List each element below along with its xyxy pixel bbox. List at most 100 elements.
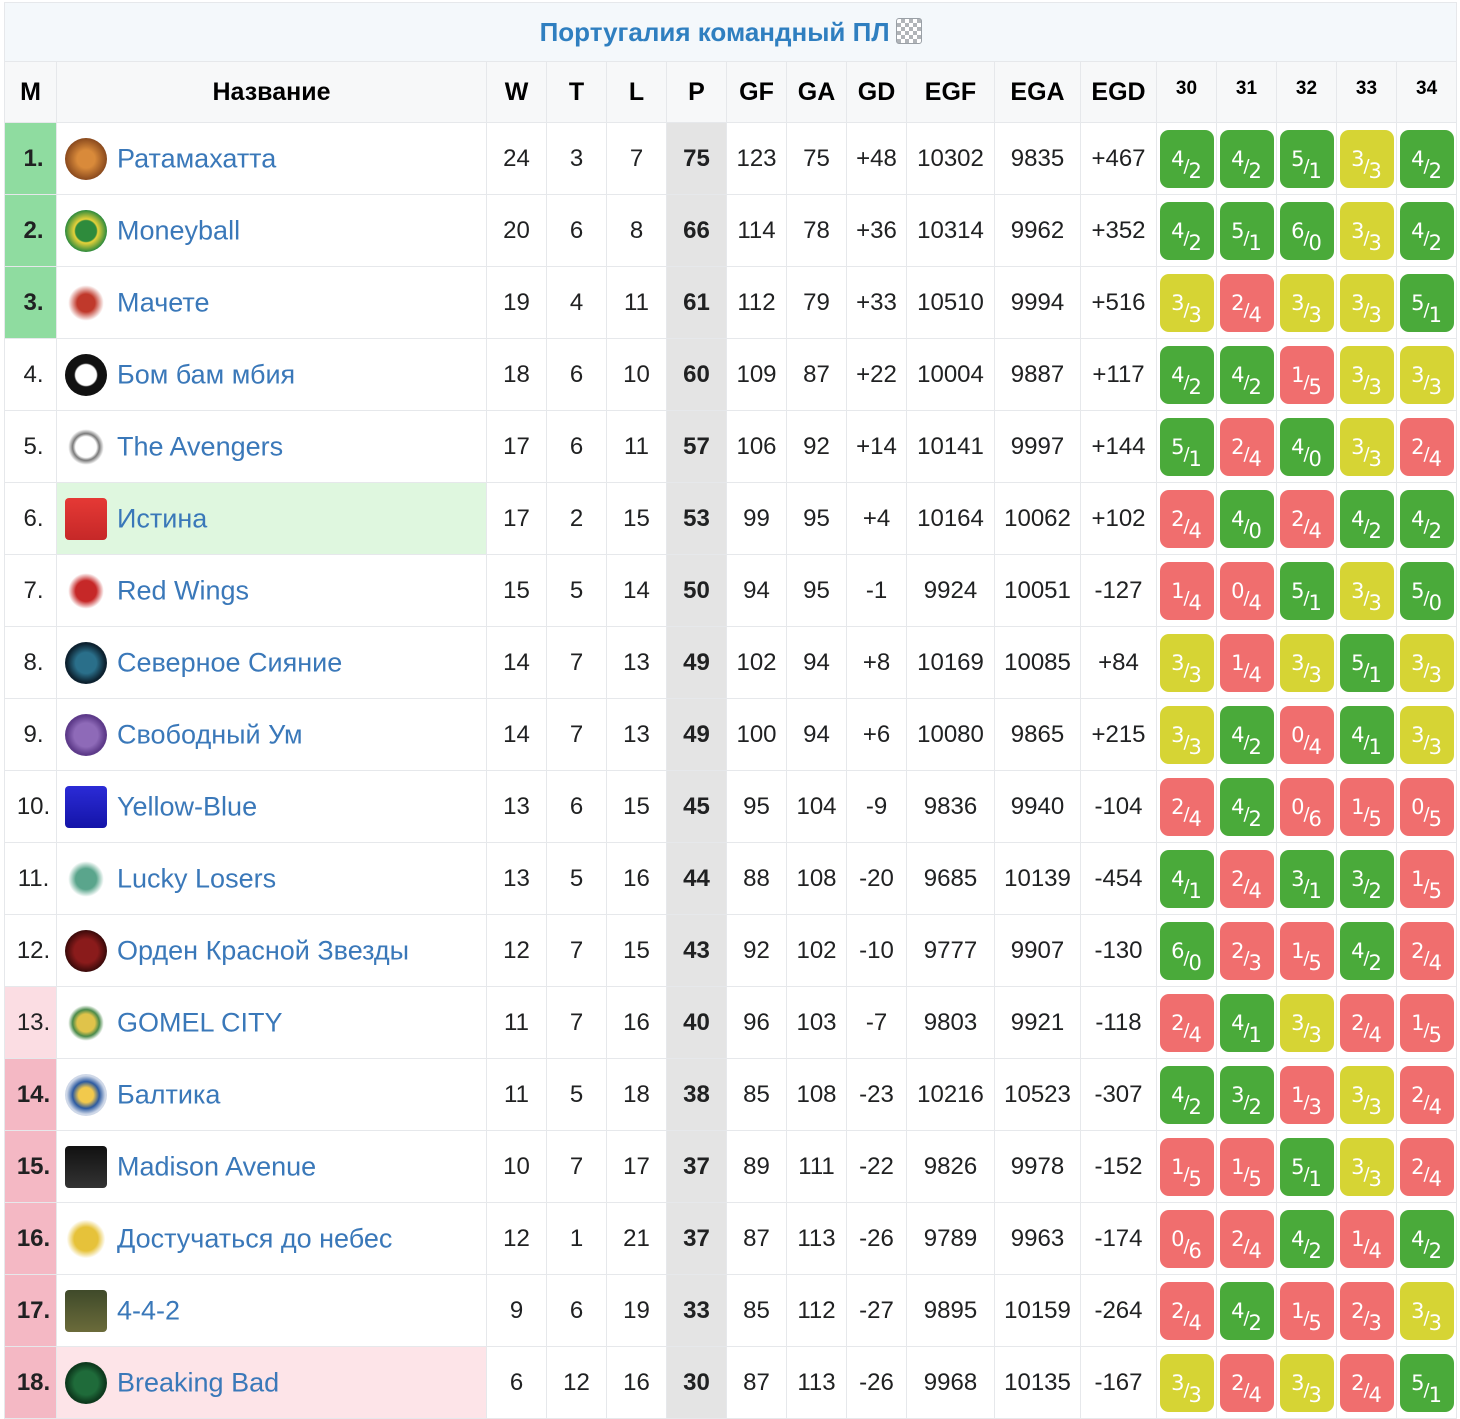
team-link[interactable]: 4-4-2 bbox=[117, 1295, 181, 1325]
bom-bam-mbiya-logo[interactable] bbox=[65, 353, 107, 396]
match-result-badge[interactable]: 5/1 bbox=[1399, 1353, 1454, 1412]
match-result-badge[interactable]: 1/5 bbox=[1279, 1281, 1334, 1340]
team-link[interactable]: Северное Сияние bbox=[117, 647, 343, 677]
team-link[interactable]: Свободный Ум bbox=[117, 719, 303, 749]
match-result-badge[interactable]: 0/6 bbox=[1279, 777, 1334, 836]
match-result-badge[interactable]: 1/5 bbox=[1159, 1137, 1214, 1196]
match-result-badge[interactable]: 4/2 bbox=[1279, 1209, 1334, 1268]
match-result-badge[interactable]: 1/4 bbox=[1219, 633, 1274, 692]
match-result-badge[interactable]: 4/1 bbox=[1219, 993, 1274, 1052]
team-link[interactable]: Орден Красной Звезды bbox=[117, 935, 410, 965]
match-result-badge[interactable]: 0/4 bbox=[1219, 561, 1274, 620]
match-result-badge[interactable]: 2/4 bbox=[1219, 417, 1274, 476]
match-result-badge[interactable]: 3/3 bbox=[1159, 705, 1214, 764]
team-link[interactable]: Moneyball bbox=[117, 215, 241, 245]
match-result-badge[interactable]: 3/3 bbox=[1159, 1353, 1214, 1412]
match-result-badge[interactable]: 2/4 bbox=[1159, 489, 1214, 548]
match-result-badge[interactable]: 4/2 bbox=[1219, 705, 1274, 764]
match-result-badge[interactable]: 2/3 bbox=[1339, 1281, 1394, 1340]
match-result-badge[interactable]: 4/0 bbox=[1279, 417, 1334, 476]
match-result-badge[interactable]: 3/3 bbox=[1339, 201, 1394, 260]
match-result-badge[interactable]: 1/3 bbox=[1279, 1065, 1334, 1124]
match-result-badge[interactable]: 4/2 bbox=[1399, 489, 1454, 548]
match-result-badge[interactable]: 4/2 bbox=[1219, 1281, 1274, 1340]
team-link[interactable]: Madison Avenue bbox=[117, 1151, 317, 1181]
match-result-badge[interactable]: 5/1 bbox=[1159, 417, 1214, 476]
match-result-badge[interactable]: 5/1 bbox=[1279, 129, 1334, 188]
match-result-badge[interactable]: 4/1 bbox=[1339, 705, 1394, 764]
orden-krasnoy-zvezdy-logo[interactable] bbox=[65, 929, 107, 972]
match-result-badge[interactable]: 2/4 bbox=[1399, 417, 1454, 476]
match-result-badge[interactable]: 3/3 bbox=[1159, 633, 1214, 692]
match-result-badge[interactable]: 3/3 bbox=[1279, 993, 1334, 1052]
match-result-badge[interactable]: 3/3 bbox=[1339, 273, 1394, 332]
team-link[interactable]: Lucky Losers bbox=[117, 863, 277, 893]
severnoe-siyanie-logo[interactable] bbox=[65, 641, 107, 684]
match-result-badge[interactable]: 3/3 bbox=[1339, 417, 1394, 476]
match-result-badge[interactable]: 1/5 bbox=[1399, 849, 1454, 908]
match-result-badge[interactable]: 5/1 bbox=[1399, 273, 1454, 332]
match-result-badge[interactable]: 1/4 bbox=[1159, 561, 1214, 620]
match-result-badge[interactable]: 2/4 bbox=[1399, 921, 1454, 980]
yellow-blue-logo[interactable] bbox=[65, 785, 107, 828]
match-result-badge[interactable]: 1/5 bbox=[1399, 993, 1454, 1052]
match-result-badge[interactable]: 3/2 bbox=[1339, 849, 1394, 908]
match-result-badge[interactable]: 0/4 bbox=[1279, 705, 1334, 764]
match-result-badge[interactable]: 6/0 bbox=[1159, 921, 1214, 980]
team-link[interactable]: Red Wings bbox=[117, 575, 250, 605]
match-result-badge[interactable]: 2/4 bbox=[1159, 1281, 1214, 1340]
match-result-badge[interactable]: 5/1 bbox=[1339, 633, 1394, 692]
match-result-badge[interactable]: 1/5 bbox=[1339, 777, 1394, 836]
match-result-badge[interactable]: 3/3 bbox=[1339, 1137, 1394, 1196]
match-result-badge[interactable]: 4/2 bbox=[1399, 1209, 1454, 1268]
match-result-badge[interactable]: 1/5 bbox=[1279, 345, 1334, 404]
match-result-badge[interactable]: 2/4 bbox=[1399, 1137, 1454, 1196]
match-result-badge[interactable]: 4/2 bbox=[1159, 1065, 1214, 1124]
svobodny-um-logo[interactable] bbox=[65, 713, 107, 756]
match-result-badge[interactable]: 2/4 bbox=[1219, 273, 1274, 332]
match-result-badge[interactable]: 4/2 bbox=[1219, 345, 1274, 404]
match-result-badge[interactable]: 0/6 bbox=[1159, 1209, 1214, 1268]
team-link[interactable]: Достучаться до небес bbox=[117, 1223, 393, 1253]
match-result-badge[interactable]: 3/3 bbox=[1279, 1353, 1334, 1412]
gomel-city-logo[interactable] bbox=[65, 1001, 107, 1044]
match-result-badge[interactable]: 3/3 bbox=[1279, 273, 1334, 332]
match-result-badge[interactable]: 0/5 bbox=[1399, 777, 1454, 836]
match-result-badge[interactable]: 3/3 bbox=[1339, 1065, 1394, 1124]
match-result-badge[interactable]: 2/4 bbox=[1219, 1209, 1274, 1268]
match-result-badge[interactable]: 2/4 bbox=[1159, 993, 1214, 1052]
ratamahatta-logo[interactable] bbox=[65, 137, 107, 180]
match-result-badge[interactable]: 4/2 bbox=[1399, 129, 1454, 188]
machete-logo[interactable] bbox=[65, 281, 107, 324]
match-result-badge[interactable]: 4/2 bbox=[1339, 489, 1394, 548]
breaking-bad-logo[interactable] bbox=[65, 1361, 107, 1404]
match-result-badge[interactable]: 3/3 bbox=[1279, 633, 1334, 692]
team-link[interactable]: Бом бам мбия bbox=[117, 359, 296, 389]
team-link[interactable]: The Avengers bbox=[117, 431, 284, 461]
4-4-2-logo[interactable] bbox=[65, 1289, 107, 1332]
match-result-badge[interactable]: 4/0 bbox=[1219, 489, 1274, 548]
match-result-badge[interactable]: 4/2 bbox=[1159, 129, 1214, 188]
match-result-badge[interactable]: 5/0 bbox=[1399, 561, 1454, 620]
match-result-badge[interactable]: 3/3 bbox=[1399, 705, 1454, 764]
match-result-badge[interactable]: 2/4 bbox=[1219, 849, 1274, 908]
team-link[interactable]: GOMEL CITY bbox=[117, 1007, 283, 1037]
madison-avenue-logo[interactable] bbox=[65, 1145, 107, 1188]
match-result-badge[interactable]: 5/1 bbox=[1219, 201, 1274, 260]
match-result-badge[interactable]: 2/4 bbox=[1219, 1353, 1274, 1412]
match-result-badge[interactable]: 3/3 bbox=[1399, 345, 1454, 404]
match-result-badge[interactable]: 2/4 bbox=[1399, 1065, 1454, 1124]
match-result-badge[interactable]: 5/1 bbox=[1279, 561, 1334, 620]
match-result-badge[interactable]: 3/3 bbox=[1399, 633, 1454, 692]
avengers-logo[interactable] bbox=[65, 425, 107, 468]
match-result-badge[interactable]: 1/5 bbox=[1219, 1137, 1274, 1196]
title-text[interactable]: Португалия командный ПЛ bbox=[539, 16, 890, 47]
match-result-badge[interactable]: 3/3 bbox=[1339, 129, 1394, 188]
match-result-badge[interactable]: 3/2 bbox=[1219, 1065, 1274, 1124]
match-result-badge[interactable]: 2/4 bbox=[1279, 489, 1334, 548]
grid-icon[interactable] bbox=[895, 17, 922, 44]
match-result-badge[interactable]: 4/1 bbox=[1159, 849, 1214, 908]
match-result-badge[interactable]: 1/4 bbox=[1339, 1209, 1394, 1268]
match-result-badge[interactable]: 1/5 bbox=[1279, 921, 1334, 980]
team-link[interactable]: Мачете bbox=[117, 287, 210, 317]
